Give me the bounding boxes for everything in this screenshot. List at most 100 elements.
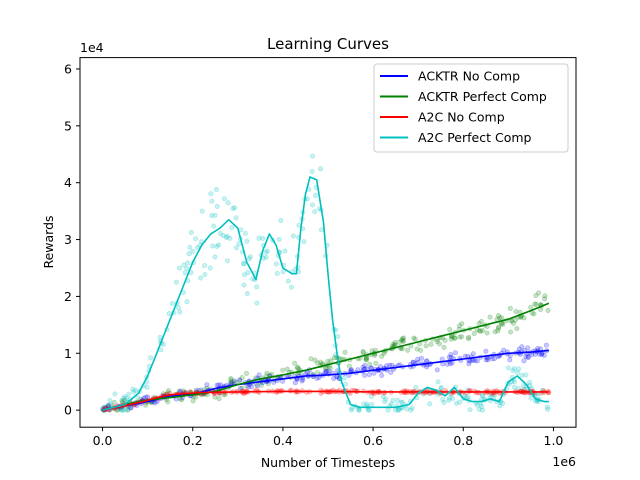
scatter-point — [213, 187, 219, 193]
legend-box — [373, 63, 569, 153]
scatter-point — [520, 383, 526, 389]
scatter-point — [414, 346, 420, 352]
scatter-point — [193, 236, 199, 242]
scatter-point — [471, 331, 477, 337]
scatter-point — [125, 407, 131, 413]
scatter-point — [447, 327, 453, 333]
scatter-point — [484, 330, 490, 336]
scatter-point — [127, 405, 133, 411]
chart-title: Learning Curves — [267, 35, 389, 53]
scatter-point — [360, 348, 366, 354]
scatter-point — [231, 378, 237, 384]
y-tick-label: 0 — [64, 403, 72, 418]
scatter-point — [346, 363, 352, 369]
series-line — [102, 349, 549, 411]
scatter-point — [349, 405, 355, 411]
scatter-point — [523, 353, 529, 359]
y-tick-label: 5 — [64, 118, 72, 133]
scatter-point — [107, 401, 113, 407]
scatter-point — [122, 397, 128, 403]
scatter-point — [184, 265, 190, 271]
y-tick-label: 3 — [64, 232, 72, 247]
scatter-point — [495, 328, 501, 334]
scatter-point — [450, 395, 456, 401]
scatter-point — [516, 346, 522, 352]
x-tick-label: 1.0 — [544, 433, 564, 448]
scatter-point — [496, 325, 502, 331]
scatter-point — [448, 354, 454, 360]
scatter-point — [453, 400, 459, 406]
scatter-point — [385, 407, 391, 413]
scatter-point — [123, 407, 129, 413]
scatter-point — [412, 336, 418, 342]
scatter-point — [356, 407, 362, 413]
scatter-point — [438, 384, 444, 390]
x-axis-label: Number of Timesteps — [261, 455, 395, 470]
scatter-point — [369, 401, 375, 407]
scatter-point — [383, 396, 389, 402]
scatter-point — [228, 376, 234, 382]
scatter-point — [328, 358, 334, 364]
scatter-point — [388, 401, 394, 407]
scatter-point — [190, 398, 196, 404]
scatter-point — [446, 397, 452, 403]
scatter-point — [182, 270, 188, 276]
y-tick-label: 4 — [64, 175, 72, 190]
scatter-point — [248, 384, 254, 390]
scatter-point — [210, 243, 216, 249]
scatter-point — [224, 258, 230, 264]
scatter-point — [446, 354, 452, 360]
scatter-point — [399, 337, 405, 343]
scatter-point — [514, 370, 520, 376]
scatter-point — [207, 265, 213, 271]
scatter-point — [508, 329, 514, 335]
scatter-point — [400, 338, 406, 344]
scatter-point — [491, 392, 497, 398]
scatter-point — [511, 384, 517, 390]
scatter-point — [123, 395, 129, 401]
scatter-point — [314, 360, 320, 366]
legend-label: A2C No Comp — [418, 110, 505, 125]
scatter-point — [457, 334, 463, 340]
scatter-point — [122, 394, 128, 400]
scatter-point — [505, 365, 511, 371]
scatter-point — [204, 382, 210, 388]
scatter-point — [169, 301, 175, 307]
scatter-point — [356, 407, 362, 413]
scatter-point — [477, 328, 483, 334]
scatter-point — [331, 375, 337, 381]
scatter-point — [362, 362, 368, 368]
scatter-point — [120, 398, 126, 404]
scatter-point — [184, 299, 190, 305]
scatter-point — [533, 301, 539, 307]
scatter-point — [318, 227, 324, 233]
scatter-point — [362, 372, 368, 378]
scatter-point — [190, 249, 196, 255]
scatter-point — [467, 358, 473, 364]
scatter-point — [280, 269, 286, 275]
scatter-point — [456, 323, 462, 329]
scatter-point — [497, 315, 503, 321]
scatter-point — [435, 379, 441, 385]
scatter-point — [428, 341, 434, 347]
scatter-point — [212, 394, 218, 400]
scatter-point — [500, 400, 506, 406]
scatter-point — [523, 372, 529, 378]
scatter-point — [408, 407, 414, 413]
scatter-point — [516, 366, 522, 372]
scatter-point — [510, 320, 516, 326]
scatter-point — [256, 235, 262, 241]
scatter-point — [399, 336, 405, 342]
scatter-point — [237, 386, 243, 392]
scatter-point — [404, 406, 410, 412]
scatter-point — [418, 355, 424, 361]
scatter-point — [308, 356, 314, 362]
scatter-point — [227, 235, 233, 241]
scatter-point — [242, 230, 248, 236]
scatter-point — [309, 202, 315, 208]
scatter-point — [212, 212, 218, 218]
scatter-point — [144, 384, 150, 390]
scatter-point — [323, 369, 329, 375]
scatter-point — [367, 361, 373, 367]
y-tick-label: 6 — [64, 61, 72, 76]
